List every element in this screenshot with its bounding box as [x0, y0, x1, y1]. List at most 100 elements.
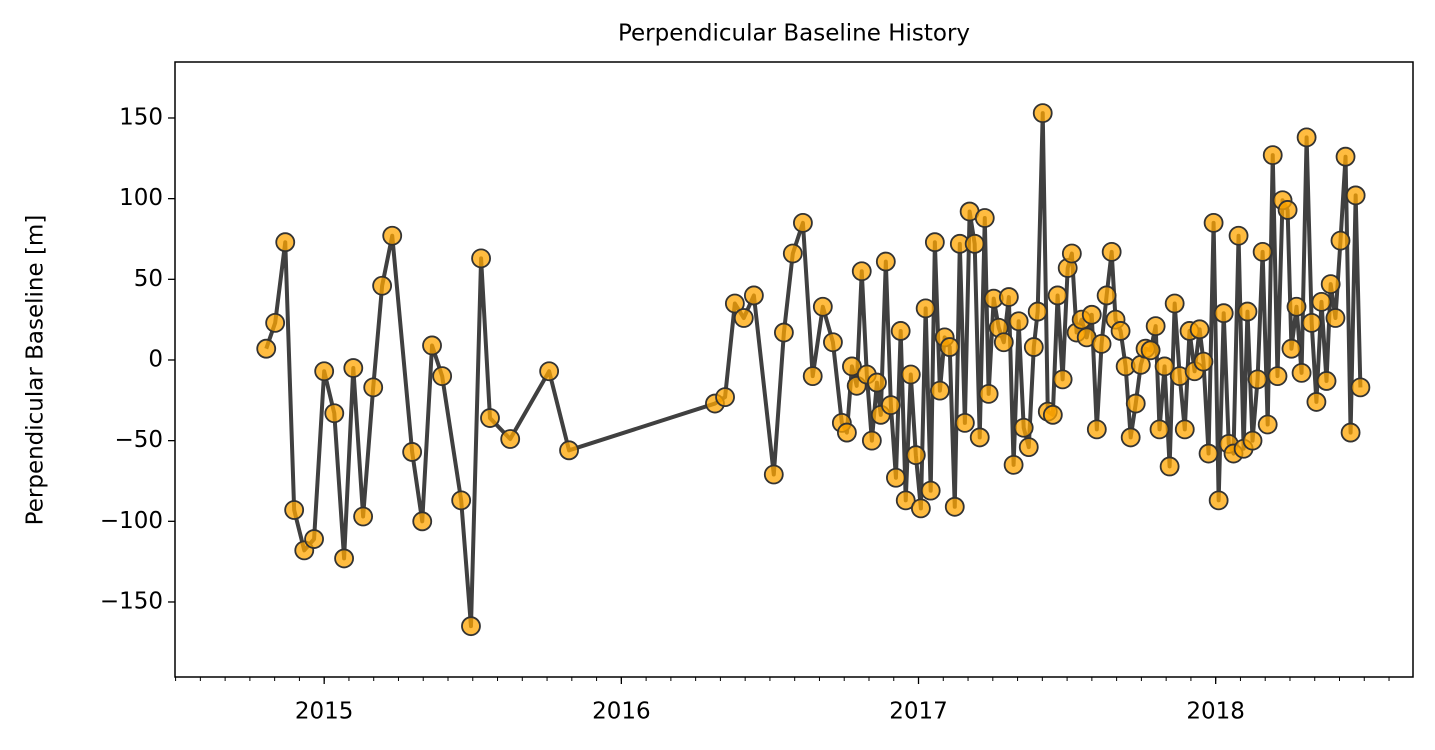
data-point: [1061, 243, 1082, 264]
data-point: [993, 332, 1014, 353]
data-point: [1023, 337, 1044, 357]
data-point: [1311, 292, 1332, 312]
data-point: [1096, 285, 1117, 306]
data-point: [924, 232, 945, 253]
data-point: [793, 212, 813, 233]
data-point: [1296, 127, 1317, 148]
data-point: [1252, 241, 1273, 262]
data-point: [763, 464, 784, 485]
data-point: [1081, 304, 1102, 325]
data-point: [842, 356, 862, 377]
data-point: [715, 387, 735, 407]
data-point: [432, 366, 453, 387]
data-point: [500, 429, 521, 449]
data-point: [812, 296, 833, 317]
data-point: [1149, 419, 1170, 440]
data-point: [861, 430, 882, 451]
data-point: [1262, 145, 1283, 165]
data-point: [1110, 321, 1131, 341]
data-point: [1306, 392, 1327, 412]
data-point: [353, 506, 374, 527]
data-point: [910, 498, 931, 519]
data-point: [1203, 212, 1224, 233]
x-tick-label: 2015: [295, 699, 354, 725]
data-point: [314, 361, 335, 382]
data-point: [559, 440, 579, 461]
data-point: [802, 366, 823, 387]
data-point: [471, 248, 491, 269]
data-point: [1330, 230, 1351, 251]
data-point: [324, 403, 345, 424]
data-point: [275, 232, 296, 253]
data-point: [867, 372, 887, 393]
data-point: [1228, 225, 1249, 246]
data-point: [1086, 419, 1107, 440]
data-point: [1237, 301, 1258, 322]
y-tick-label: −100: [100, 508, 163, 534]
data-point: [1325, 308, 1346, 328]
data-point: [782, 243, 803, 264]
data-point: [964, 233, 985, 254]
data-point: [1193, 351, 1214, 372]
data-point: [284, 500, 305, 520]
data-point: [402, 442, 423, 462]
data-point: [539, 361, 560, 382]
data-point: [334, 548, 354, 569]
data-point: [1145, 316, 1166, 337]
data-point: [724, 293, 745, 314]
data-point: [1189, 319, 1210, 340]
data-point: [1140, 340, 1161, 361]
data-point: [930, 380, 950, 401]
y-axis-label: Perpendicular Baseline [m]: [23, 215, 49, 526]
x-tick-label: 2016: [592, 699, 651, 725]
data-point: [823, 332, 843, 353]
data-point: [461, 616, 481, 637]
x-tick-label: 2018: [1186, 699, 1245, 725]
data-point: [851, 261, 872, 282]
data-point: [343, 358, 364, 378]
data-point: [1101, 241, 1122, 262]
data-point: [1291, 362, 1312, 383]
data-point: [890, 321, 911, 341]
data-point: [1316, 371, 1337, 391]
data-point: [974, 208, 995, 228]
y-tick-label: −150: [100, 588, 163, 614]
data-point: [733, 308, 754, 328]
data-point: [1032, 103, 1053, 124]
data-point: [1301, 312, 1322, 333]
plot-frame: [174, 61, 1414, 678]
data-point: [1052, 369, 1073, 390]
data-point: [451, 490, 472, 511]
data-point: [1047, 285, 1068, 306]
data-point: [1174, 419, 1195, 440]
data-point: [363, 377, 384, 398]
data-point: [1159, 456, 1180, 477]
y-tick-label: 100: [119, 185, 163, 211]
data-point: [1027, 301, 1048, 322]
data-point: [1286, 296, 1307, 317]
data-point: [905, 445, 926, 466]
data-point: [1242, 430, 1263, 451]
data-point: [895, 490, 916, 511]
data-point: [1247, 369, 1268, 390]
data-point: [265, 312, 286, 333]
chart-title: Perpendicular Baseline History: [618, 21, 970, 47]
data-point: [1320, 274, 1341, 295]
data-point: [480, 408, 500, 428]
data-point: [1091, 333, 1112, 354]
data-point: [1335, 146, 1356, 167]
data-point: [1281, 338, 1302, 359]
data-point: [1125, 393, 1146, 414]
data-point: [1154, 356, 1175, 377]
data-point: [256, 338, 277, 359]
data-point: [1003, 454, 1024, 475]
data-point: [1340, 422, 1361, 443]
data-line: [264, 111, 1363, 629]
data-point: [836, 422, 857, 443]
data-point: [1042, 404, 1063, 425]
data-point: [382, 225, 403, 246]
data-point: [1257, 414, 1278, 435]
data-point: [1008, 311, 1029, 332]
